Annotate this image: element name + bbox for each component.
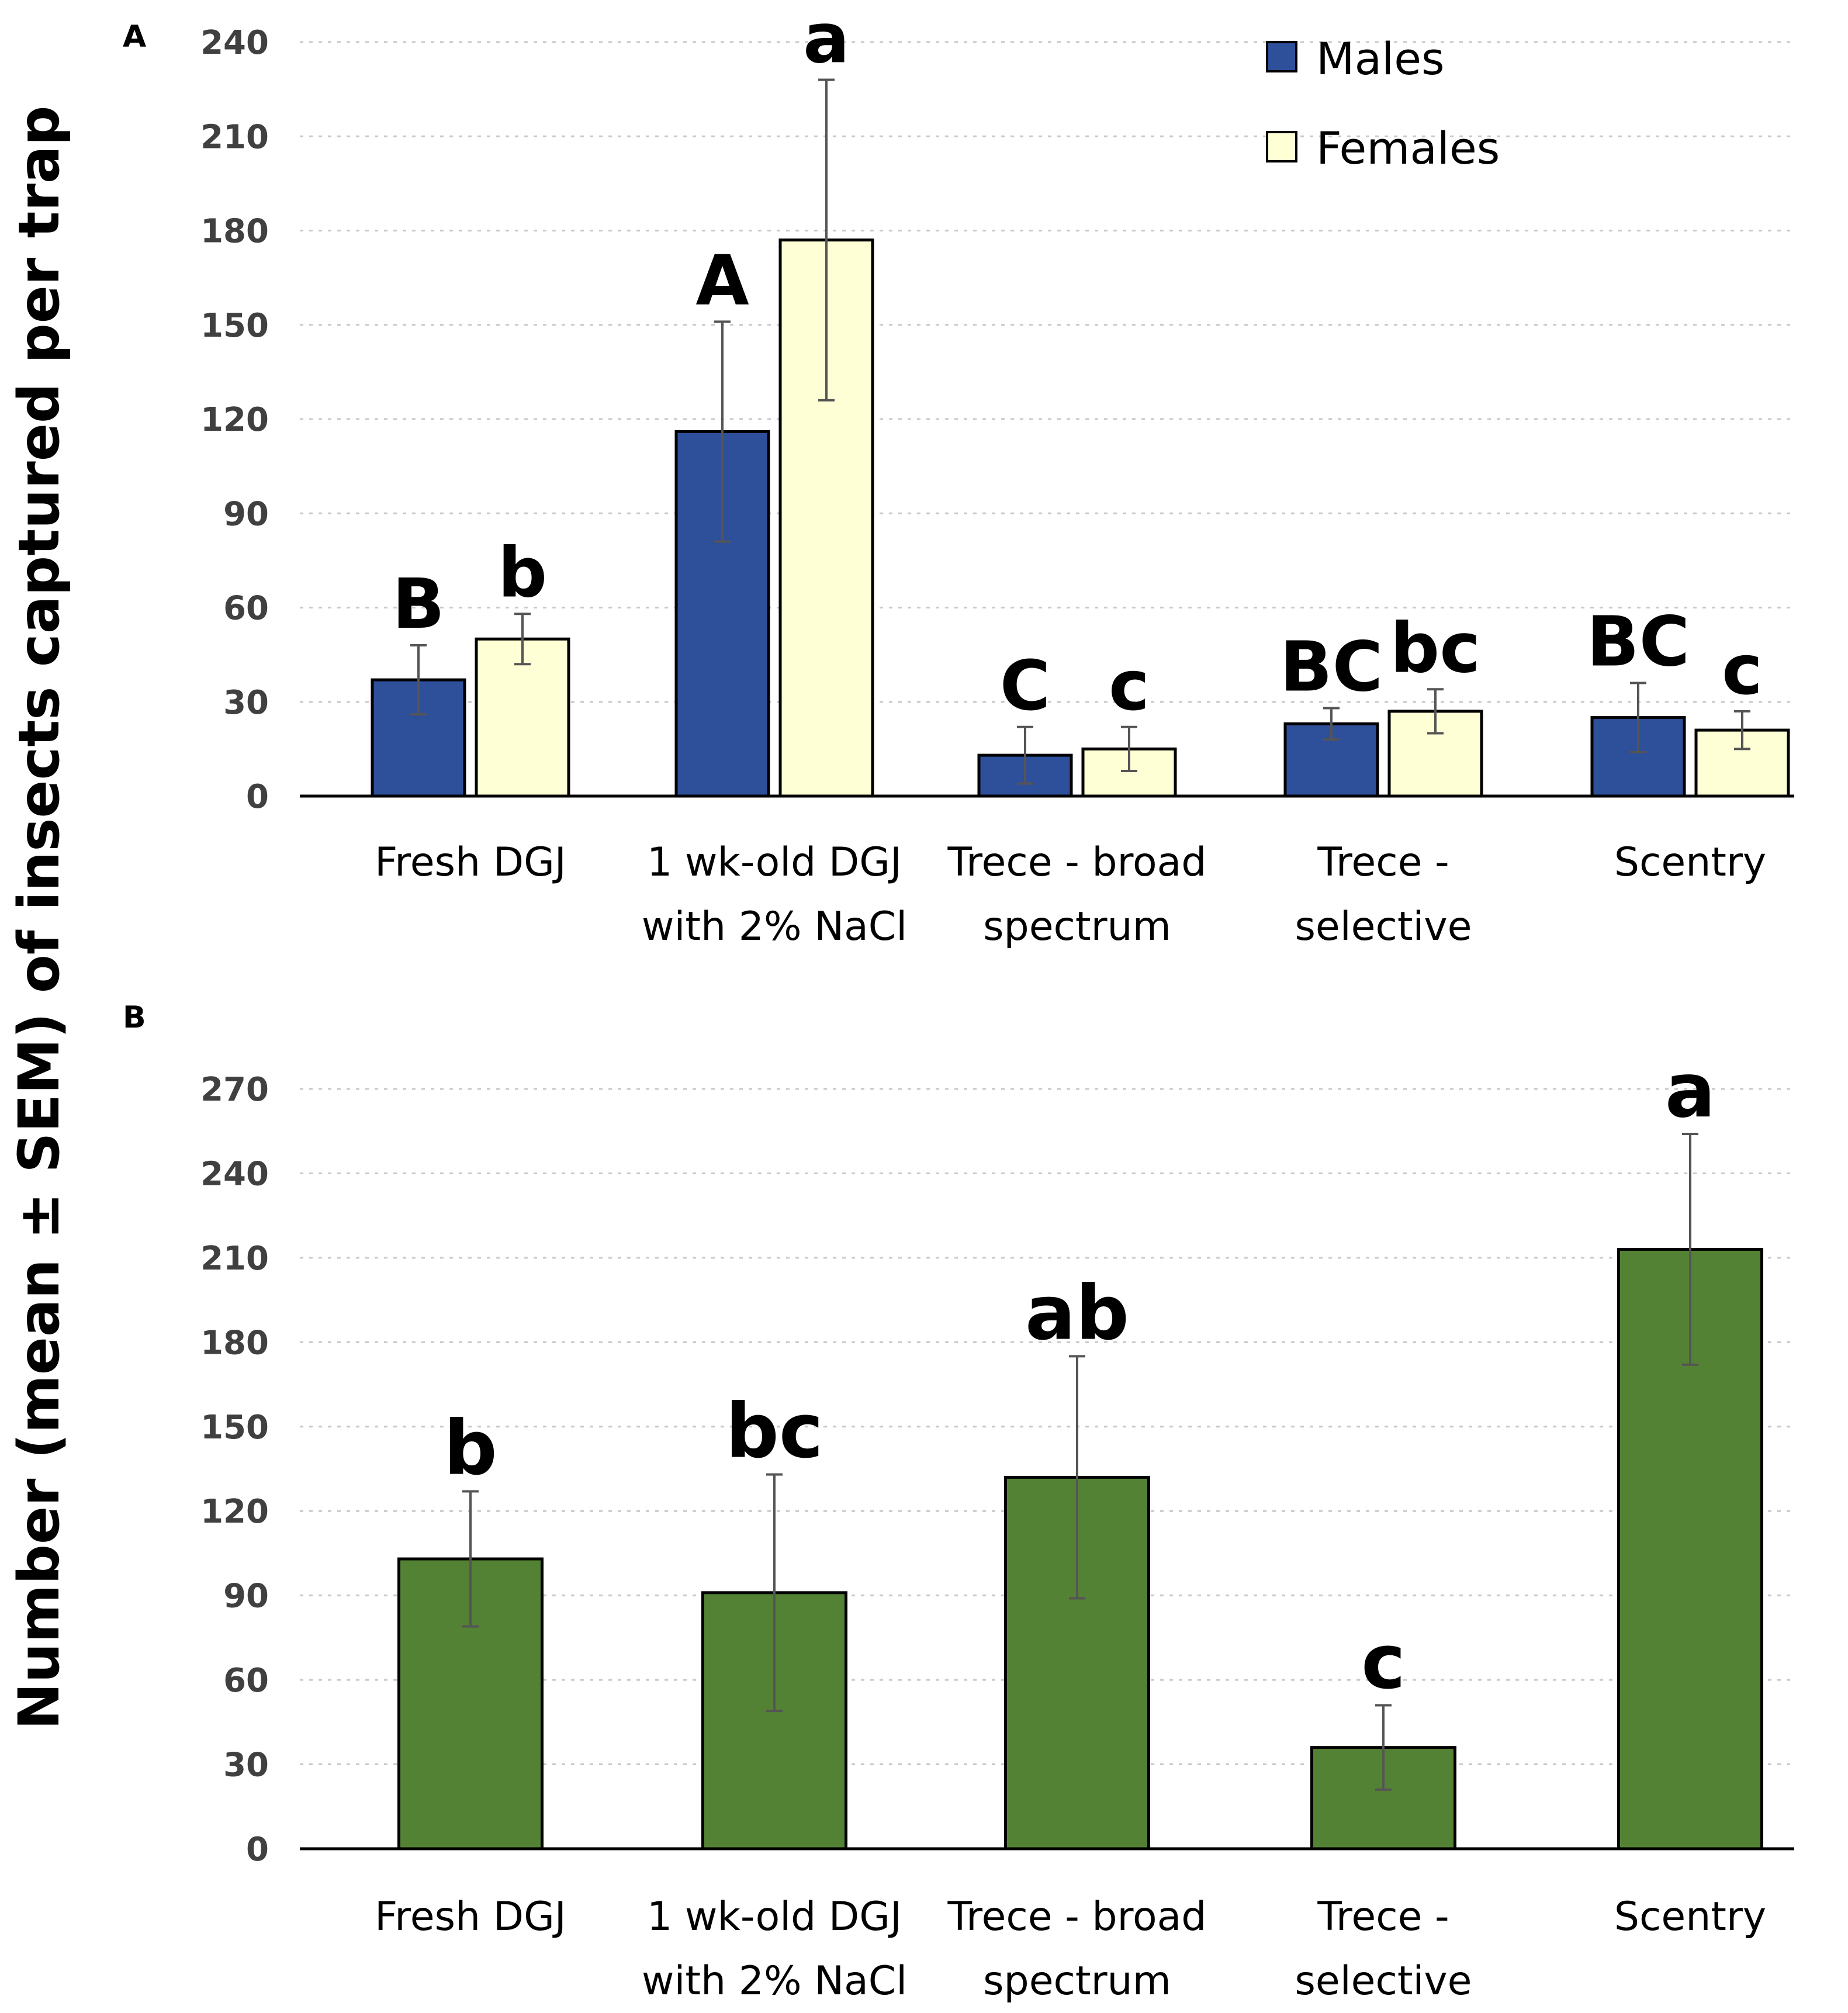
panel-a-bars: B A C BC BC b a c bc c (371, 0, 1790, 798)
significance-letter: b (498, 532, 547, 613)
x-category-label: Scentry (1614, 839, 1766, 886)
panel-a-y-ticks: 0 30 60 90 120 150 180 210 240 (200, 24, 269, 816)
significance-letter: BC (1587, 601, 1690, 682)
legend-swatch-males (1266, 41, 1297, 72)
y-tick-label: 30 (223, 1746, 269, 1784)
y-tick-label: 270 (200, 1071, 269, 1109)
y-tick-label: 240 (200, 1155, 269, 1193)
y-tick-label: 120 (200, 1493, 269, 1531)
y-tick-label: 30 (223, 684, 269, 722)
y-tick-label: 90 (223, 495, 269, 533)
significance-letter: a (803, 0, 850, 79)
panel-a-legend: Males Females (1266, 33, 1500, 174)
y-tick-label: 60 (223, 590, 269, 628)
legend-label-males: Males (1316, 33, 1445, 85)
significance-letter: C (1000, 645, 1051, 726)
x-category-label: 1 wk-old DGJ (647, 1894, 902, 1940)
x-category-label: 1 wk-old DGJ (647, 839, 902, 886)
y-tick-label: 240 (200, 24, 269, 62)
y-tick-label: 120 (200, 401, 269, 439)
y-tick-label: 210 (200, 1240, 269, 1278)
x-category-label: with 2% NaCl (642, 1958, 907, 2004)
x-category-label: Trece - (1317, 839, 1449, 886)
x-category-label: Trece - (1317, 1894, 1449, 1940)
y-axis-label: Number (mean ± SEM) of insects captured … (6, 106, 72, 1730)
y-tick-label: 60 (223, 1662, 269, 1700)
significance-letter: B (392, 563, 445, 644)
significance-letter: c (1361, 1618, 1406, 1706)
y-tick-label: 210 (200, 118, 269, 156)
significance-letter: BC (1280, 627, 1383, 707)
significance-letter: c (1722, 630, 1763, 710)
y-tick-label: 150 (200, 1409, 269, 1447)
bar-males (1590, 716, 1686, 798)
y-tick-label: 90 (223, 1578, 269, 1616)
significance-letter: ab (1025, 1270, 1129, 1357)
panel-b: B b bc ab c a 0 30 60 90 120 150 180 210 240 270 Fres… (123, 1000, 1794, 2004)
panel-a: A B A C BC BC b a c bc c 0 30 60 90 120 150 180 210 240 F… (123, 0, 1794, 950)
panel-b-gridlines (300, 1088, 1794, 1851)
y-tick-label: 180 (200, 1324, 269, 1362)
bar-females (475, 637, 570, 798)
x-category-label: Trece - broad (947, 839, 1207, 886)
x-category-label: Fresh DGJ (375, 1894, 566, 1940)
y-tick-label: 150 (200, 307, 269, 345)
significance-letter: bc (725, 1388, 823, 1475)
y-tick-label: 0 (246, 778, 269, 816)
significance-letter: a (1665, 1047, 1715, 1135)
y-tick-label: 180 (200, 213, 269, 251)
significance-letter: c (1109, 645, 1150, 726)
significance-letter: bc (1390, 607, 1480, 688)
significance-letter: b (444, 1405, 497, 1492)
legend-swatch-females (1266, 131, 1297, 162)
x-category-label: selective (1295, 1958, 1472, 2004)
x-category-label: Fresh DGJ (375, 839, 566, 886)
x-category-label: with 2% NaCl (642, 904, 907, 950)
panel-a-letter: A (123, 19, 146, 54)
panel-b-category-labels: Fresh DGJ 1 wk-old DGJ with 2% NaCl Trece -… (375, 1894, 1766, 2004)
panel-b-letter: B (123, 1000, 146, 1035)
panel-b-bars: b bc ab c a (397, 1047, 1763, 1851)
y-tick-label: 0 (246, 1831, 269, 1869)
x-category-label: spectrum (983, 1958, 1171, 2004)
legend-label-females: Females (1316, 122, 1500, 174)
x-category-label: spectrum (983, 904, 1171, 950)
x-category-label: selective (1295, 904, 1472, 950)
panel-a-category-labels: Fresh DGJ 1 wk-old DGJ with 2% NaCl Trece -… (375, 839, 1766, 950)
x-category-label: Scentry (1614, 1894, 1766, 1940)
panel-b-y-ticks: 0 30 60 90 120 150 180 210 240 270 (200, 1071, 269, 1869)
x-category-label: Trece - broad (947, 1894, 1207, 1940)
significance-letter: A (695, 240, 749, 320)
